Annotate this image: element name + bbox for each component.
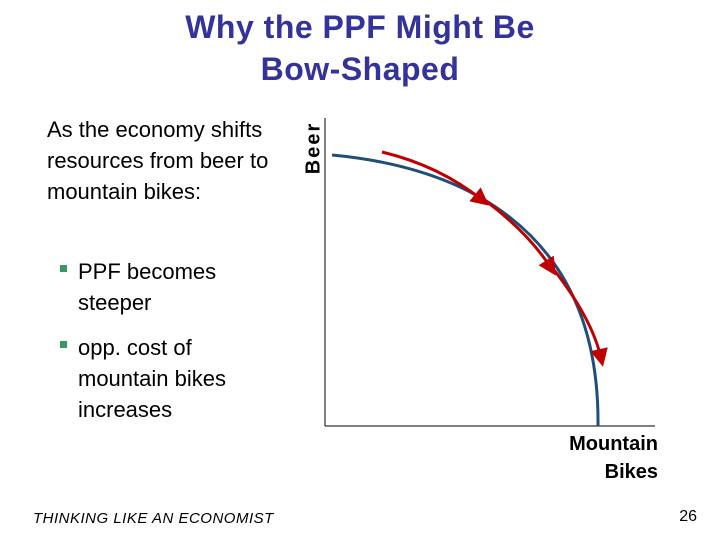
page-number: 26 <box>679 508 697 525</box>
bullet-item: opp. cost of mountain bikes increases <box>60 332 280 425</box>
arrow-segment-1 <box>381 150 489 206</box>
y-axis-label-text: Beer <box>302 121 325 175</box>
slide-title-line-1: Why the PPF Might Be <box>185 9 535 45</box>
x-axis-label-line-1: Mountain <box>569 433 658 455</box>
arrow-segment-2 <box>481 196 556 276</box>
bullet-text: PPF becomes steeper <box>78 259 217 315</box>
x-axis-label-line-2: Bikes <box>604 461 658 483</box>
bullet-list: PPF becomes steeper opp. cost of mountai… <box>60 256 280 439</box>
footer-text: THINKING LIKE AN ECONOMIST <box>33 510 274 527</box>
ppf-curve <box>331 153 600 427</box>
slide-title-line-2: Bow-Shaped <box>260 51 460 87</box>
arrow-segment-3 <box>549 265 608 367</box>
y-axis-label: Beer <box>296 118 332 178</box>
bullet-text: opp. cost of mountain bikes increases <box>78 335 226 422</box>
intro-text: As the economy shifts resources from bee… <box>47 117 269 204</box>
slide-title: Why the PPF Might Be Bow-Shaped <box>0 6 720 90</box>
bullet-square-icon <box>60 265 67 272</box>
bullet-item: PPF becomes steeper <box>60 256 280 318</box>
bullet-square-icon <box>60 341 67 348</box>
x-axis-label: Mountain Bikes <box>569 430 658 486</box>
